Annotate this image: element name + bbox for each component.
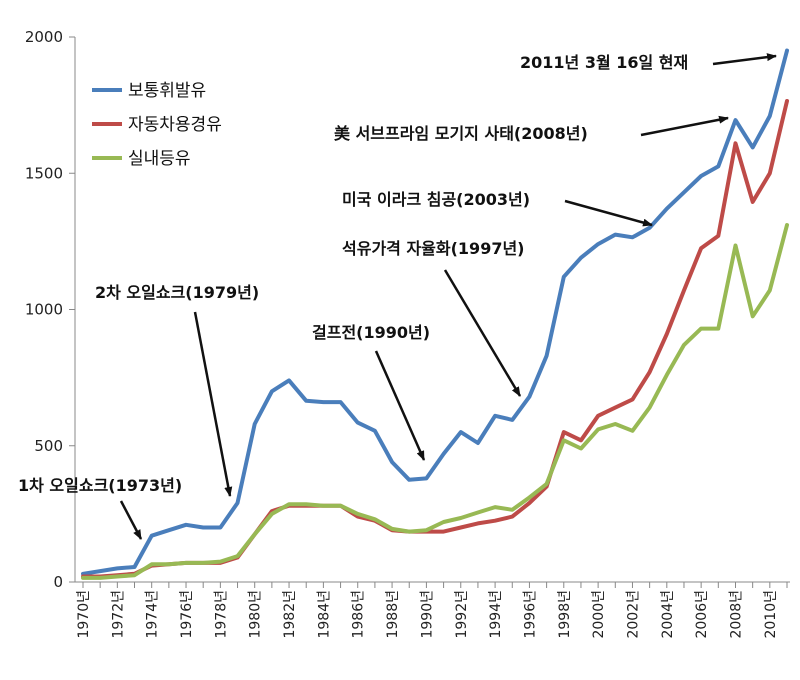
annotation-label: 미국 이라크 침공(2003년) [342,190,530,209]
x-tick-label: 1982년 [282,590,298,639]
annotation-label: 걸프전(1990년) [312,323,430,342]
x-tick-label: 1976년 [179,590,195,639]
annotation-arrow [640,115,729,137]
annotation-arrow [374,350,426,461]
annotation-arrow [193,311,233,497]
x-tick-label: 1972년 [110,590,126,639]
x-tick-label: 1970년 [76,590,92,639]
axes: 0 500 1000 1500 2000 1970년 1972년 1974년 1976년 1978… [25,28,790,639]
x-tick-label: 1986년 [351,590,367,639]
annotation-label: 2011년 3월 16일 현재 [520,53,688,72]
series-line-3 [81,223,789,580]
series-line-1 [81,48,789,576]
legend-label: 실내등유 [128,149,191,169]
x-tick-label: 1998년 [557,590,573,639]
series-line-2 [81,99,789,579]
x-tick-label: 1978년 [213,590,229,639]
annotation-label: 美 서브프라임 모기지 사태(2008년) [334,124,588,143]
y-tick-label: 1000 [25,301,63,319]
legend-label: 보통휘발유 [128,81,206,101]
x-tick-label: 2010년 [763,590,779,639]
x-tick-label: 2008년 [728,590,744,639]
x-tick-label: 1996년 [522,590,538,639]
annotation-label: 석유가격 자율화(1997년) [342,239,525,258]
annotation-arrow [564,199,653,227]
y-tick-label: 0 [53,573,63,591]
x-tick-label: 1990년 [419,590,435,639]
x-tick-label: 1980년 [248,590,264,639]
x-tick-label: 1994년 [488,590,504,639]
y-tick-label: 1500 [25,164,63,182]
series-layer [81,48,789,580]
annotation-arrow [443,269,522,397]
x-tick-label: 2004년 [660,590,676,639]
legend-label: 자동차용경유 [128,115,222,135]
y-tick-label: 500 [34,437,63,455]
annotation-label: 1차 오일쇼크(1973년) [18,476,182,495]
x-tick-label: 1988년 [385,590,401,639]
x-tick-label: 1992년 [454,590,470,639]
annotation-label: 2차 오일쇼크(1979년) [95,283,259,302]
annotations: 2011년 3월 16일 현재 美 서브프라임 모기지 사태(2008년) 미국 이… [18,53,777,540]
y-tick-label: 2000 [25,28,63,46]
x-tick-label: 1974년 [145,590,161,639]
x-tick-label: 2006년 [694,590,710,639]
x-tick-label: 1984년 [316,590,332,639]
annotation-arrow [712,53,777,66]
x-tick-label: 2000년 [591,590,607,639]
annotation-arrow [119,500,143,540]
x-tick-label: 2002년 [625,590,641,639]
